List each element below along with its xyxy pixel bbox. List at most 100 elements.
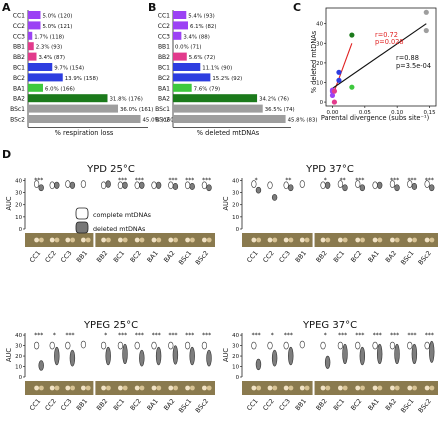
colony-dot xyxy=(337,385,343,391)
violin-ytick-label: 40 xyxy=(15,178,22,184)
colony-dot xyxy=(65,237,71,243)
significance-stars: *** xyxy=(169,332,178,339)
violin-ytick-label: 40 xyxy=(232,333,239,339)
violin-complete xyxy=(267,341,273,350)
colony-dot xyxy=(118,237,123,243)
significance-stars: *** xyxy=(407,332,416,339)
violin-deleted xyxy=(429,340,435,363)
violin-deleted xyxy=(69,349,76,367)
significance-stars: * xyxy=(324,332,327,339)
legend-deleted-swatch xyxy=(75,221,89,234)
violin-subpanel-title: YPD 25°C xyxy=(86,164,135,175)
violin-deleted xyxy=(255,358,262,371)
colony-dot xyxy=(412,385,417,391)
panel-letter-b: B xyxy=(148,1,156,14)
panel-a-value-label: 13.9% (158) xyxy=(65,76,98,82)
violin-xtick-label: BC2 xyxy=(349,249,363,264)
violin-xtick-label: CC2 xyxy=(43,397,57,412)
colony-dot xyxy=(407,385,413,391)
significance-stars: *** xyxy=(34,177,43,184)
significance-stars: *** xyxy=(185,177,194,184)
violin-xtick-label: BA1 xyxy=(145,249,159,264)
panel-b-row-label: BC1 xyxy=(158,65,170,72)
violin-deleted xyxy=(271,194,278,201)
panel-b-value-label: 5.4% (93) xyxy=(188,14,214,20)
violin-ytick-label: 0 xyxy=(236,227,240,233)
colony-dot xyxy=(156,385,162,391)
violin-ytick-label: 40 xyxy=(232,178,239,184)
violin-xtick-label: CC1 xyxy=(245,397,259,412)
significance-stars: *** xyxy=(118,177,127,184)
panel-a-value-label: 2.3% (93) xyxy=(36,45,62,51)
colony-dot xyxy=(168,385,174,391)
colony-dot xyxy=(337,237,343,243)
violin-complete xyxy=(33,341,40,350)
violin-complete xyxy=(372,341,378,350)
violin-deleted xyxy=(411,183,418,190)
panel-b-row-label: BSc1 xyxy=(155,106,170,113)
violin-complete xyxy=(389,180,396,188)
violin-xtick-label: BSc1 xyxy=(399,249,415,266)
significance-stars: * xyxy=(255,177,258,184)
violin-ylabel: AUC xyxy=(222,196,230,210)
violin-deleted xyxy=(122,181,128,189)
panel-c-xtick-label: 0.05 xyxy=(359,110,371,116)
violin-deleted xyxy=(411,343,418,365)
panel-a-value-label: 31.8% (176) xyxy=(110,97,143,103)
colony-dot xyxy=(173,237,179,243)
legend-complete-swatch xyxy=(75,207,89,220)
colony-dot xyxy=(412,237,417,243)
violin-xtick-label: CC2 xyxy=(43,249,57,264)
violin-complete xyxy=(151,341,157,350)
panel-a-bar xyxy=(28,115,141,123)
significance-stars: * xyxy=(324,177,327,184)
colony-dot xyxy=(168,237,174,243)
panel-c-point xyxy=(331,88,338,94)
violin-ytick-label: 0 xyxy=(236,375,240,381)
violin-xtick-label: BA2 xyxy=(162,249,176,264)
panel-b-bar-chart: CC1 5.4% (93) CC2 6.1% (82) CC3 3.4% (88) BB1 0… xyxy=(155,10,317,128)
violin-complete xyxy=(117,341,123,350)
significance-stars: ** xyxy=(285,177,291,184)
colony-dot xyxy=(355,237,361,243)
colony-dot xyxy=(34,385,39,391)
violin-ytick-label: 10 xyxy=(232,365,239,371)
colony-dot xyxy=(407,237,413,243)
panel-a-value-label: 1.7% (118) xyxy=(34,34,64,40)
violin-deleted xyxy=(376,343,383,365)
violin-xtick-label: BA2 xyxy=(384,249,398,264)
violin-xtick-label: CC3 xyxy=(59,249,73,264)
violin-deleted xyxy=(105,180,111,188)
colony-dot xyxy=(101,237,106,243)
colony-dot xyxy=(106,385,111,391)
violin-subpanel-title: YPEG 37°C xyxy=(302,320,357,331)
colony-dot xyxy=(34,237,39,243)
violin-xtick-label: BB2 xyxy=(314,397,328,412)
panel-a-bar xyxy=(28,52,37,61)
panel-b-value-label: 6.1% (82) xyxy=(190,24,216,30)
panel-b-bar xyxy=(173,11,187,19)
violin-complete xyxy=(283,341,289,350)
significance-stars: *** xyxy=(135,332,144,339)
significance-stars: *** xyxy=(390,332,399,339)
colony-dot xyxy=(429,385,435,391)
violin-deleted xyxy=(288,346,294,366)
significance-stars: *** xyxy=(338,332,347,339)
violin-complete xyxy=(320,341,326,350)
colony-dot xyxy=(81,385,86,391)
violin-complete xyxy=(407,180,413,188)
panel-letter-c: C xyxy=(293,1,301,14)
panel-b-bar xyxy=(173,104,263,113)
panel-a-row-label: BSc1 xyxy=(10,106,25,113)
colony-dot xyxy=(372,237,378,243)
violin-xtick-label: BSc2 xyxy=(416,249,432,266)
violin-xtick-label: CC2 xyxy=(261,249,275,264)
violin-complete xyxy=(80,340,86,349)
colony-dot xyxy=(394,237,400,243)
colony-dot xyxy=(206,237,212,243)
violin-xtick-label: BB2 xyxy=(95,397,109,412)
colony-dot xyxy=(267,385,273,391)
panel-a-row-label: BB1 xyxy=(13,44,25,51)
violin-complete xyxy=(251,180,257,188)
panel-a-row-label: CC2 xyxy=(13,23,25,30)
